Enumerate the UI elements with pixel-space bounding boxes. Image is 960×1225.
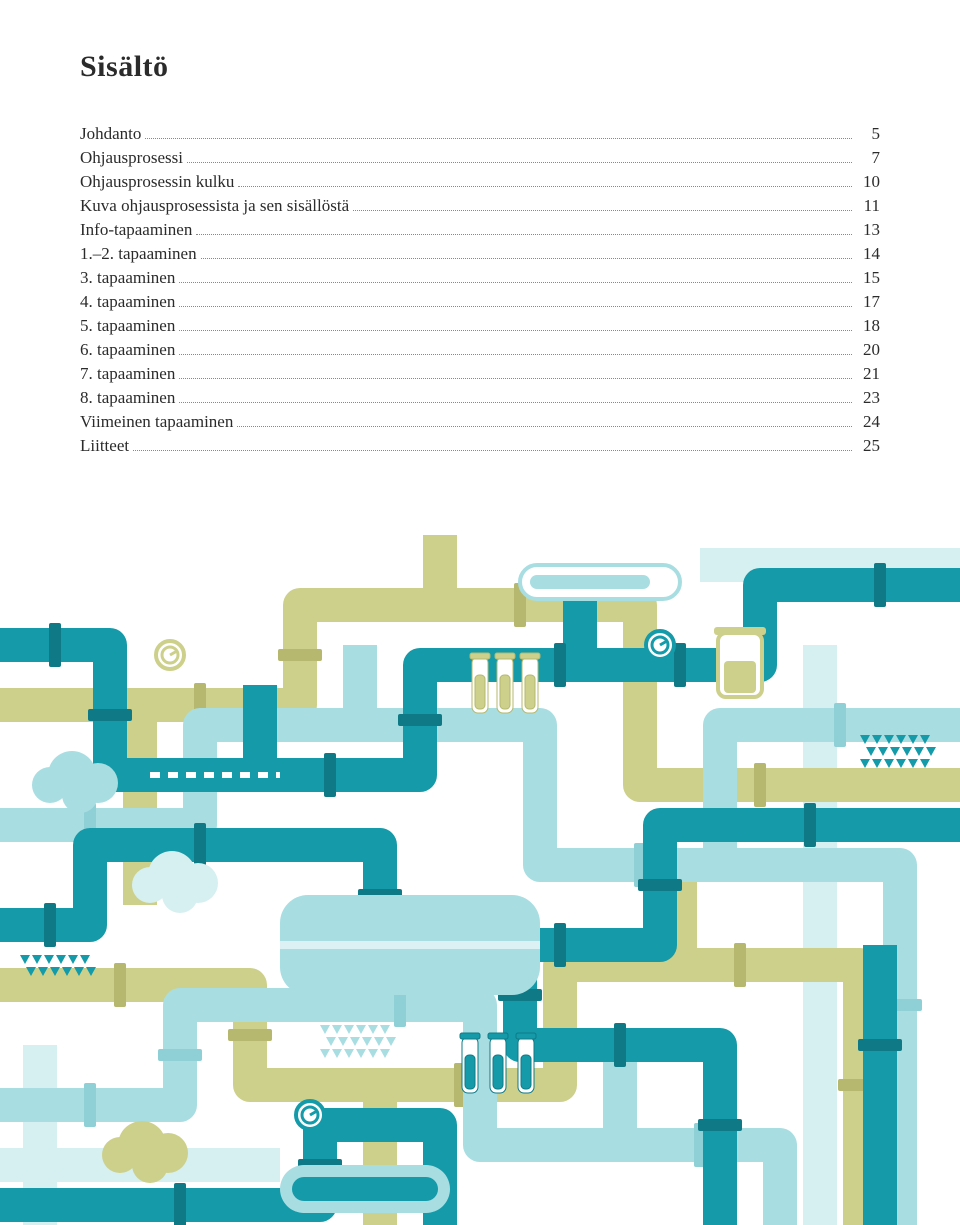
toc-leader (179, 306, 852, 307)
page-title: Sisältö (80, 50, 880, 84)
toc-label: 3. tapaaminen (80, 268, 175, 288)
toc-leader (179, 282, 852, 283)
toc-label: 4. tapaaminen (80, 292, 175, 312)
toc-leader (353, 210, 852, 211)
toc-page: 17 (856, 292, 880, 312)
toc-row: Ohjausprosessi 7 (80, 148, 880, 168)
toc-label: Info-tapaaminen (80, 220, 192, 240)
toc-label: 7. tapaaminen (80, 364, 175, 384)
toc-label: Ohjausprosessin kulku (80, 172, 234, 192)
toc-label: 6. tapaaminen (80, 340, 175, 360)
toc-row: 7. tapaaminen 21 (80, 364, 880, 384)
toc-page: 24 (856, 412, 880, 432)
toc-page: 11 (856, 196, 880, 216)
toc-leader (133, 450, 852, 451)
toc-page: 13 (856, 220, 880, 240)
toc-label: Kuva ohjausprosessista ja sen sisällöstä (80, 196, 349, 216)
toc-page: 10 (856, 172, 880, 192)
toc-label: 5. tapaaminen (80, 316, 175, 336)
toc-label: Liitteet (80, 436, 129, 456)
toc-row: Kuva ohjausprosessista ja sen sisällöstä… (80, 196, 880, 216)
toc-leader (196, 234, 852, 235)
toc-page: 5 (856, 124, 880, 144)
toc-leader (201, 258, 852, 259)
toc-page: 14 (856, 244, 880, 264)
toc-row: Viimeinen tapaaminen 24 (80, 412, 880, 432)
toc-label: Johdanto (80, 124, 141, 144)
toc-label: Ohjausprosessi (80, 148, 183, 168)
toc-label: 8. tapaaminen (80, 388, 175, 408)
toc-label: 1.–2. tapaaminen (80, 244, 197, 264)
toc-leader (179, 354, 852, 355)
toc-leader (187, 162, 852, 163)
toc-page: 7 (856, 148, 880, 168)
toc-page: 23 (856, 388, 880, 408)
toc-row: 3. tapaaminen 15 (80, 268, 880, 288)
toc-row: 1.–2. tapaaminen 14 (80, 244, 880, 264)
toc-leader (179, 378, 852, 379)
toc-row: Liitteet 25 (80, 436, 880, 456)
toc-leader (238, 186, 852, 187)
table-of-contents: Johdanto 5 Ohjausprosessi 7 Ohjausproses… (80, 124, 880, 456)
toc-page: 25 (856, 436, 880, 456)
toc-page: 20 (856, 340, 880, 360)
toc-leader (179, 330, 852, 331)
toc-row: 6. tapaaminen 20 (80, 340, 880, 360)
toc-row: 8. tapaaminen 23 (80, 388, 880, 408)
toc-row: Info-tapaaminen 13 (80, 220, 880, 240)
toc-row: Ohjausprosessin kulku 10 (80, 172, 880, 192)
toc-leader (237, 426, 852, 427)
toc-row: 5. tapaaminen 18 (80, 316, 880, 336)
toc-row: 4. tapaaminen 17 (80, 292, 880, 312)
toc-page: 15 (856, 268, 880, 288)
toc-page: 18 (856, 316, 880, 336)
toc-label: Viimeinen tapaaminen (80, 412, 233, 432)
toc-page: 21 (856, 364, 880, 384)
toc-leader (179, 402, 852, 403)
toc-leader (145, 138, 852, 139)
decorative-pipes-illustration (0, 525, 960, 1225)
toc-row: Johdanto 5 (80, 124, 880, 144)
